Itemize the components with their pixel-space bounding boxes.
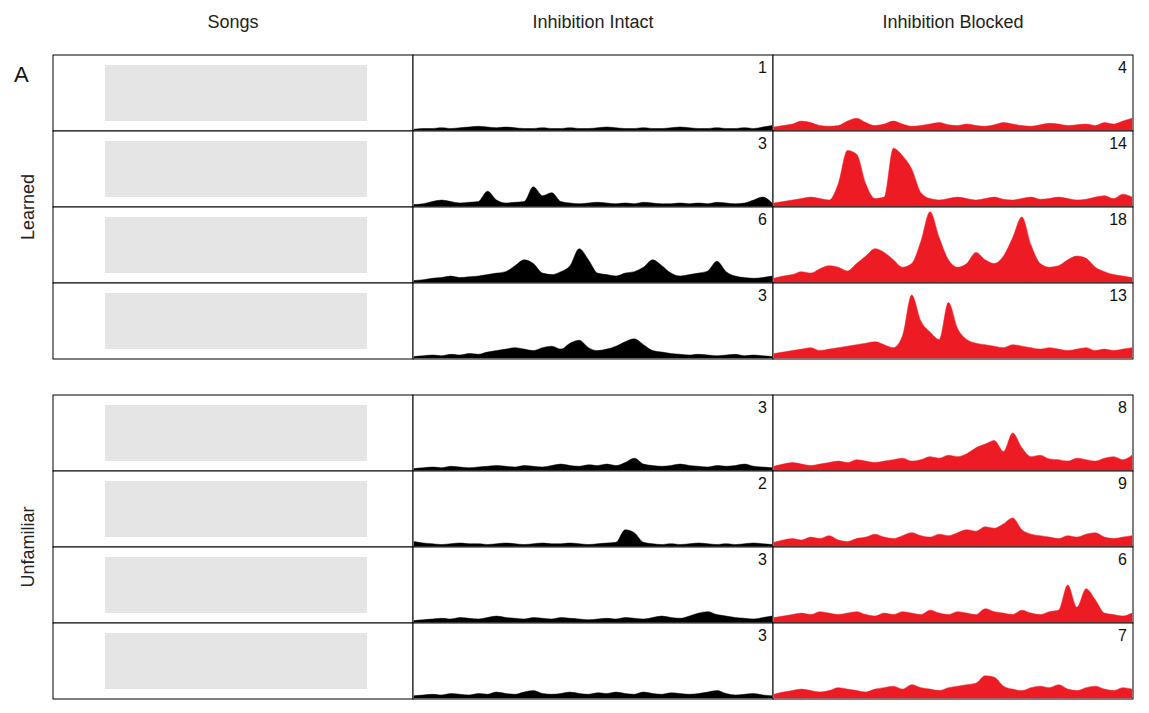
panel-frame (413, 207, 773, 283)
plot-area (414, 339, 772, 358)
response-area (414, 458, 772, 470)
plot-area (414, 612, 772, 622)
song-cell (53, 207, 413, 283)
response-area (774, 676, 1132, 698)
plot-area (414, 187, 772, 206)
response-number: 14 (1109, 135, 1127, 152)
panel-frame (773, 623, 1133, 699)
response-area (774, 433, 1132, 470)
plot-area (774, 118, 1132, 130)
plot-area (774, 518, 1132, 546)
response-number: 3 (758, 627, 767, 644)
response-number: 1 (758, 59, 767, 76)
panel-frame (413, 131, 773, 207)
song-cell (53, 55, 413, 131)
song-spectrogram (105, 633, 367, 689)
plot-area (774, 433, 1132, 470)
response-area (414, 339, 772, 358)
column-header: Songs (207, 12, 258, 32)
song-cell (53, 623, 413, 699)
plot-area (414, 126, 772, 130)
response-number: 2 (758, 475, 767, 492)
panel-frame (773, 395, 1133, 471)
response-area (414, 126, 772, 130)
response-area (414, 187, 772, 206)
panel-frame (773, 471, 1133, 547)
response-area (414, 691, 772, 698)
group-label: Learned (18, 174, 38, 240)
response-area (414, 530, 772, 546)
column-header: Inhibition Intact (532, 12, 653, 32)
song-cell (53, 131, 413, 207)
response-number: 3 (758, 551, 767, 568)
panel-frame (773, 55, 1133, 131)
song-cell (53, 547, 413, 623)
column-header: Inhibition Blocked (882, 12, 1023, 32)
response-number: 4 (1118, 59, 1127, 76)
response-number: 6 (1118, 551, 1127, 568)
song-spectrogram (105, 217, 367, 273)
song-cell (53, 283, 413, 359)
song-spectrogram (105, 405, 367, 461)
response-area (774, 118, 1132, 130)
response-number: 3 (758, 287, 767, 304)
response-number: 6 (758, 211, 767, 228)
song-spectrogram (105, 65, 367, 121)
plot-area (414, 530, 772, 546)
song-spectrogram (105, 481, 367, 537)
panel-frame (413, 55, 773, 131)
panel-frame (413, 395, 773, 471)
song-spectrogram (105, 293, 367, 349)
response-number: 3 (758, 135, 767, 152)
song-cell (53, 471, 413, 547)
response-number: 3 (758, 399, 767, 416)
song-cell (53, 395, 413, 471)
panel-frame (413, 547, 773, 623)
figure: Songs Inhibition Intact Inhibition Blocked… (0, 0, 1149, 713)
response-area (774, 585, 1132, 622)
plot-area (774, 676, 1132, 698)
response-area (414, 249, 772, 282)
panel-frame (773, 207, 1133, 283)
plot-area (774, 295, 1132, 358)
panel-frame (773, 283, 1133, 359)
song-spectrogram (105, 557, 367, 613)
response-area (774, 212, 1132, 282)
response-area (774, 295, 1132, 358)
plot-area (414, 691, 772, 698)
panel-frame (413, 283, 773, 359)
plot-area (774, 212, 1132, 282)
group-label: Unfamiliar (18, 506, 38, 587)
response-area (414, 612, 772, 622)
plot-area (414, 458, 772, 470)
response-number: 18 (1109, 211, 1127, 228)
panel-frame (773, 547, 1133, 623)
response-number: 7 (1118, 627, 1127, 644)
plot-area (774, 148, 1132, 206)
response-number: 9 (1118, 475, 1127, 492)
plot-area (414, 249, 772, 282)
response-number: 13 (1109, 287, 1127, 304)
response-area (774, 148, 1132, 206)
panel-frame (413, 623, 773, 699)
song-spectrogram (105, 141, 367, 197)
plot-area (774, 585, 1132, 622)
panel-frame (413, 471, 773, 547)
response-number: 8 (1118, 399, 1127, 416)
panel-letter: A (14, 62, 29, 87)
response-area (774, 518, 1132, 546)
panel-frame (773, 131, 1133, 207)
